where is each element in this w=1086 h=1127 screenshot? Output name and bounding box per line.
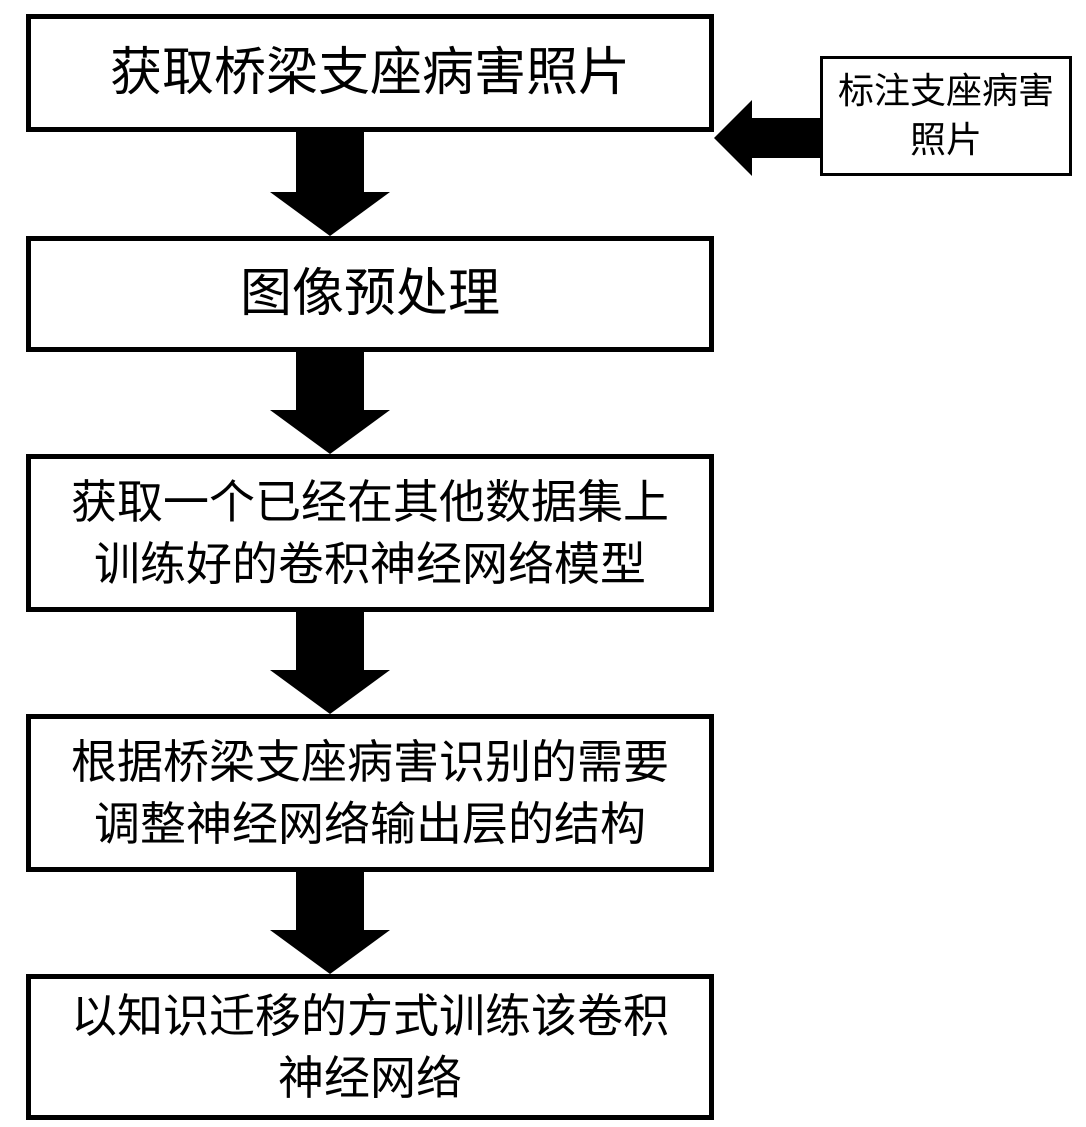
flowchart-canvas: 获取桥梁支座病害照片 标注支座病害照片 图像预处理 获取一个已经在其他数据集上训… bbox=[0, 0, 1086, 1127]
node-preprocess: 图像预处理 bbox=[26, 236, 714, 352]
arrow-left-icon bbox=[714, 100, 820, 176]
node-label: 获取桥梁支座病害照片 bbox=[110, 38, 630, 108]
node-label: 获取一个已经在其他数据集上训练好的卷积神经网络模型 bbox=[71, 471, 669, 595]
arrow-down-icon bbox=[270, 132, 390, 236]
node-acquire-photos: 获取桥梁支座病害照片 bbox=[26, 14, 714, 132]
node-adjust-output-layer: 根据桥梁支座病害识别的需要调整神经网络输出层的结构 bbox=[26, 714, 714, 872]
node-pretrained-cnn: 获取一个已经在其他数据集上训练好的卷积神经网络模型 bbox=[26, 454, 714, 612]
node-label: 标注支座病害照片 bbox=[838, 67, 1054, 164]
node-transfer-training: 以知识迁移的方式训练该卷积神经网络 bbox=[26, 974, 714, 1120]
arrow-down-icon bbox=[270, 612, 390, 714]
node-label: 图像预处理 bbox=[240, 259, 500, 329]
node-annotate-photos: 标注支座病害照片 bbox=[820, 56, 1072, 176]
node-label: 根据桥梁支座病害识别的需要调整神经网络输出层的结构 bbox=[71, 731, 669, 855]
node-label: 以知识迁移的方式训练该卷积神经网络 bbox=[71, 985, 669, 1109]
arrow-down-icon bbox=[270, 872, 390, 974]
arrow-down-icon bbox=[270, 352, 390, 454]
